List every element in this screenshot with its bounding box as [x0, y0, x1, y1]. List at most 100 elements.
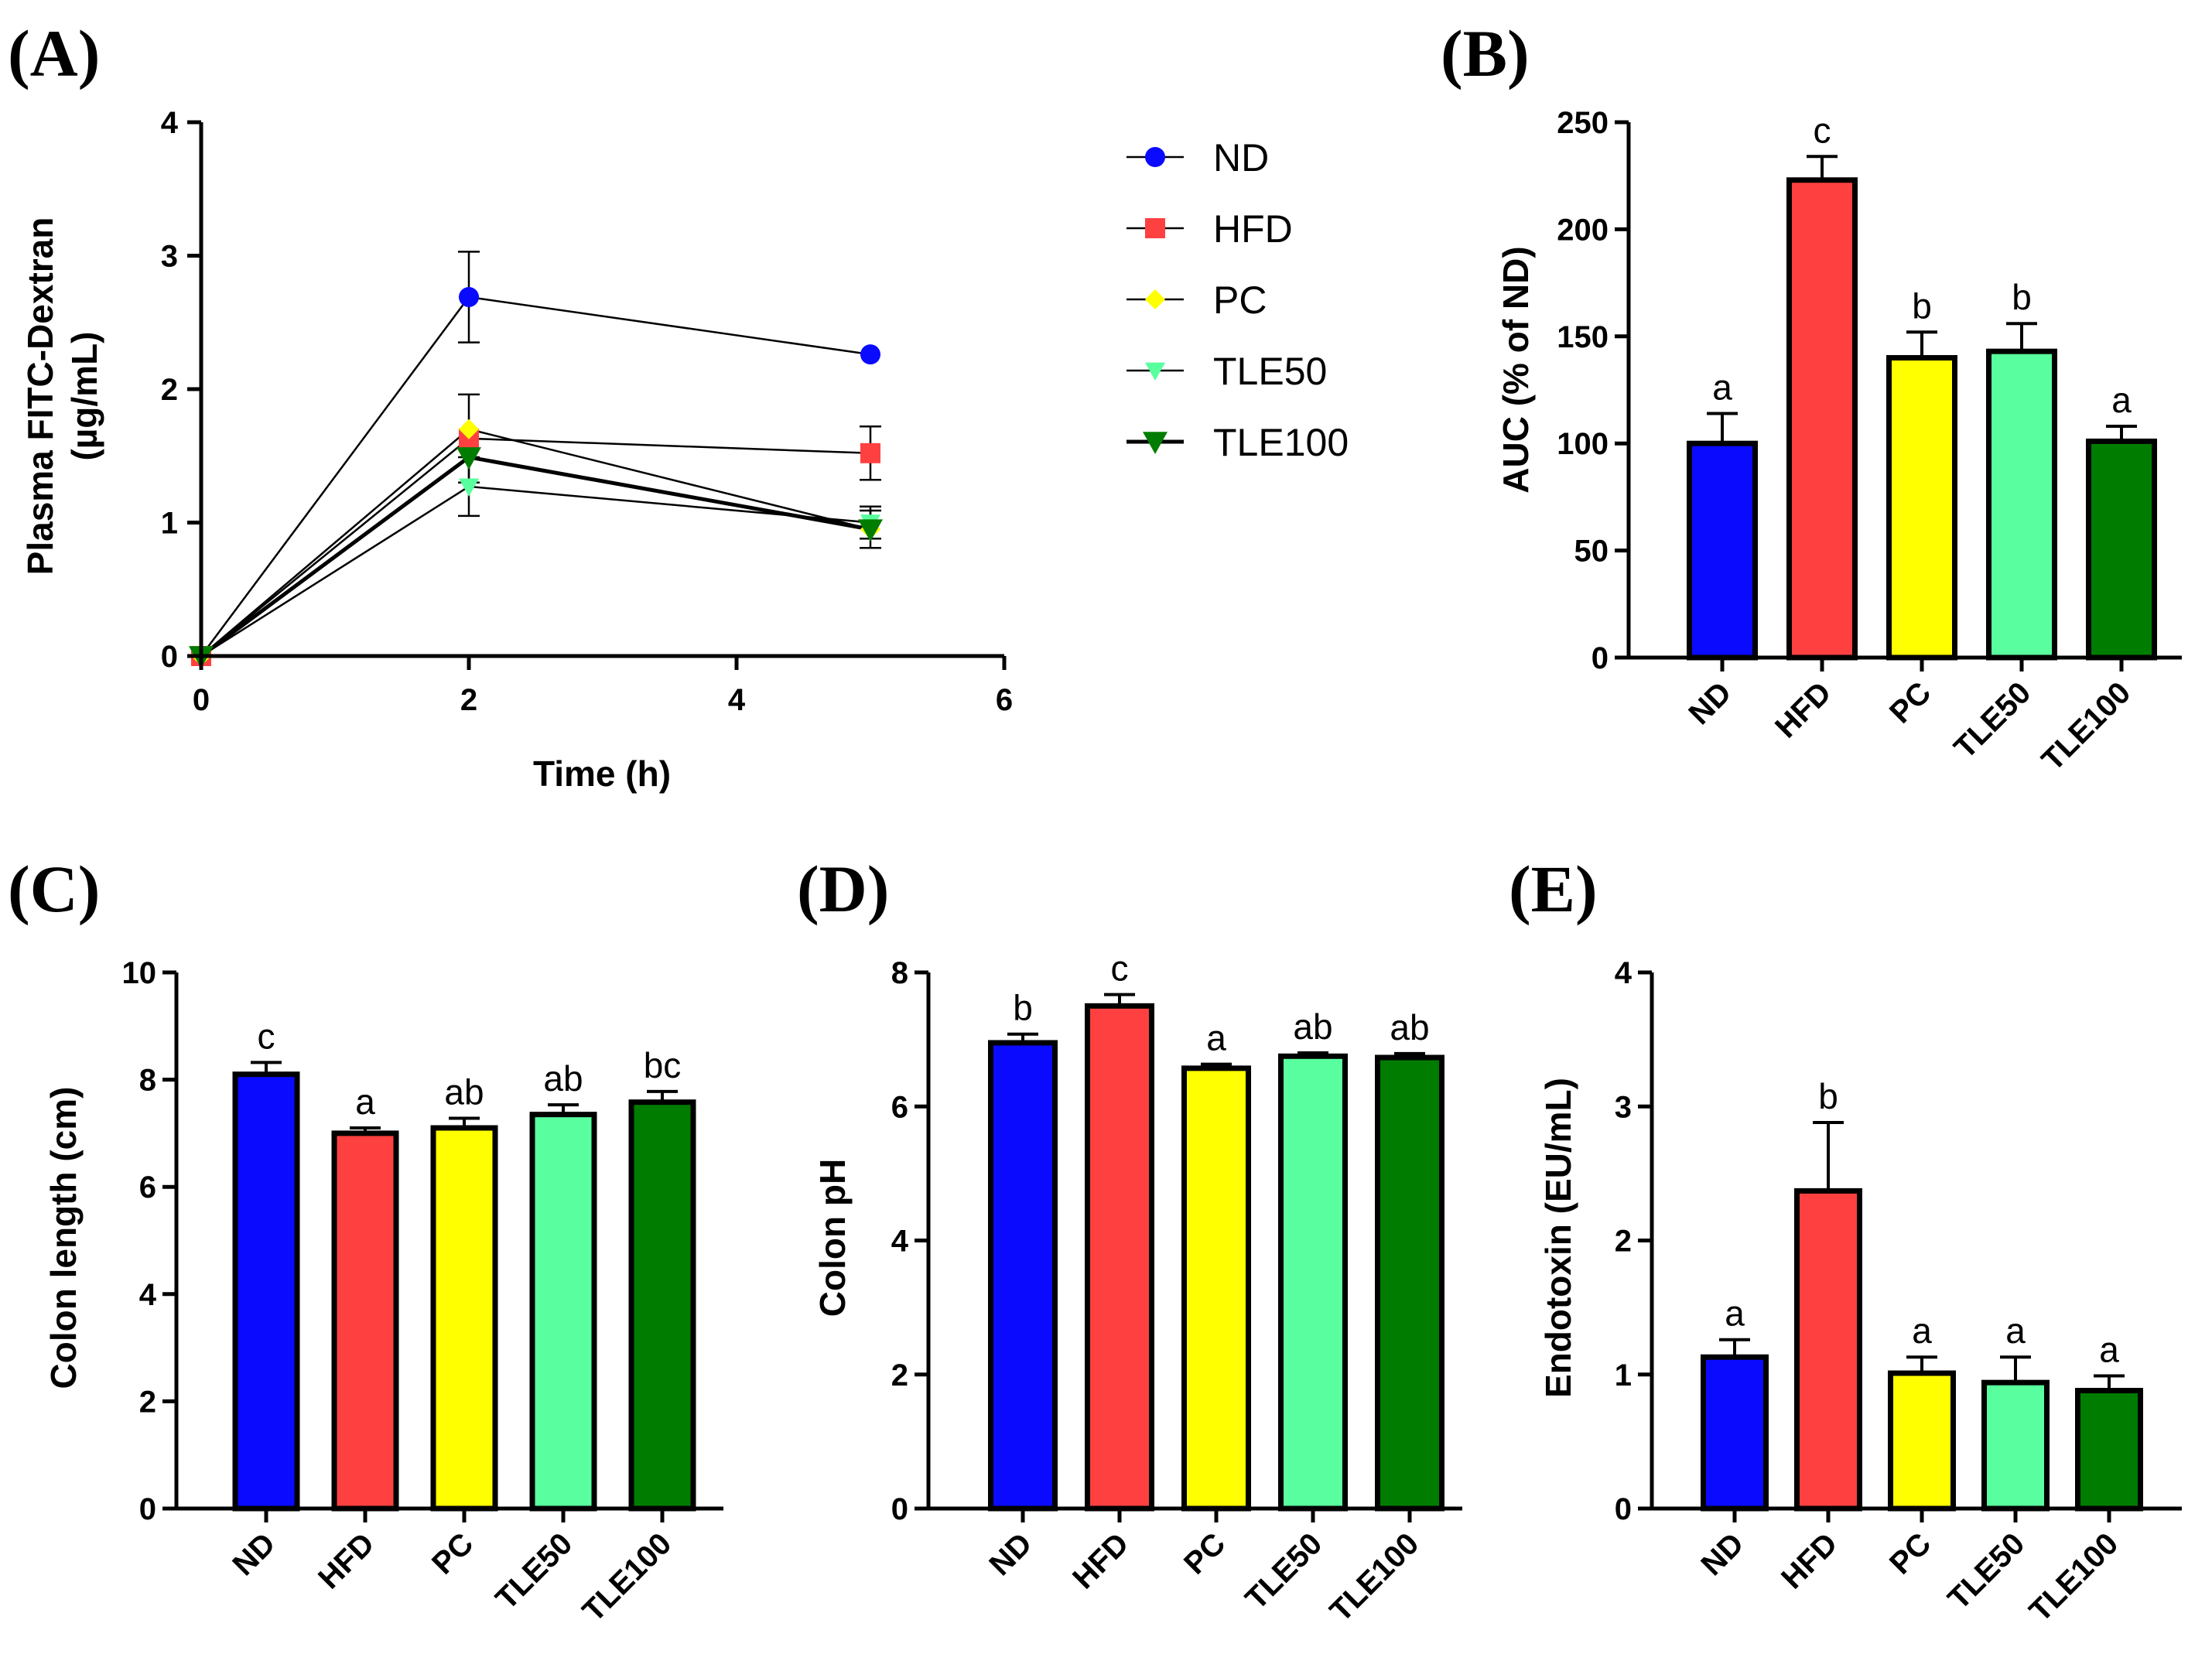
panel-c-xtick-label-pc: PC	[426, 1526, 480, 1580]
panel-d-letter-tle100: ab	[1390, 1007, 1429, 1047]
panel-a-ytick-label-3: 3	[161, 240, 178, 274]
panel-e-letter-nd: a	[1725, 1293, 1745, 1334]
panel-b-bar-hfd	[1786, 177, 1858, 661]
panel-d-bar-nd	[988, 1040, 1058, 1512]
panel-a-point-pc-1	[459, 419, 479, 439]
panel-b-letter-nd: a	[1712, 367, 1732, 407]
panel-a-series-line-tle100	[200, 455, 871, 658]
panel-b-letter-tle100: a	[2111, 380, 2132, 420]
panel-c-ytick-label-4: 4	[139, 1278, 157, 1312]
panel-e-bar-hfd	[1794, 1187, 1862, 1512]
panel-a-xtick-label-2: 2	[460, 683, 477, 717]
panel-label-c: (C)	[8, 852, 100, 926]
panel-e-letter-pc: a	[1912, 1310, 1932, 1351]
panel-b-ytick-label-100: 100	[1557, 427, 1609, 461]
panel-a-xtick-label-4: 4	[728, 683, 746, 717]
panel-a-series-line-pc	[200, 428, 871, 657]
panel-e-ytick-label-4: 4	[1615, 956, 1633, 990]
panel-a-point-nd-2	[860, 344, 880, 365]
panel-d-bar-pc	[1181, 1065, 1251, 1512]
panel-c-ytick-label-0: 0	[139, 1492, 156, 1526]
panel-a-point-hfd-2	[860, 443, 880, 463]
panel-e-bar-tle100	[2075, 1388, 2143, 1512]
panel-c-letter-tle50: ab	[543, 1058, 583, 1099]
panel-b-bar-pc	[1886, 354, 1957, 661]
panel-d-bar-hfd	[1085, 1003, 1154, 1512]
panel-d-xtick-label-tle50: TLE50	[1239, 1526, 1328, 1616]
panel-e-xtick-label-pc: PC	[1883, 1526, 1937, 1580]
panel-d-ytick-label-2: 2	[891, 1358, 908, 1392]
panel-e-xtick-label-nd: ND	[1694, 1526, 1750, 1582]
legend-marker-nd	[1145, 147, 1165, 167]
legend-marker-pc	[1145, 289, 1165, 309]
panel-d-ytick-label-8: 8	[891, 956, 908, 990]
panel-e-ylabel: Endotoxin (EU/mL)	[1538, 1078, 1578, 1398]
panel-b-ytick-label-0: 0	[1591, 641, 1609, 675]
panel-b-bar-tle100	[2086, 438, 2157, 661]
panel-d-ytick-label-0: 0	[891, 1492, 908, 1526]
panel-a-line-chart: Plasma FITC-Dextran (µg/mL) Time (h) 0 1 2…	[20, 106, 1349, 794]
panel-b-letter-tle50: b	[2012, 277, 2032, 317]
panel-d-letter-hfd: c	[1111, 948, 1129, 989]
legend-label-pc: PC	[1213, 278, 1267, 322]
panel-a-point-tle100-1	[456, 447, 481, 470]
panel-a-point-tle100-2	[858, 519, 883, 542]
panel-c-bar-tle100	[628, 1099, 696, 1512]
panel-a-xtick-label-6: 6	[996, 683, 1013, 717]
panel-d-letter-tle50: ab	[1293, 1006, 1332, 1047]
legend-label-nd: ND	[1213, 136, 1269, 179]
panel-c-ytick-label-6: 6	[139, 1170, 156, 1205]
panel-d-xtick-label-nd: ND	[983, 1526, 1038, 1582]
panel-b-xtick-label-hfd: HFD	[1769, 675, 1838, 744]
panel-a-point-nd-1	[459, 286, 479, 307]
panel-b-bar-tle50	[1986, 348, 2057, 661]
panel-e-ytick-label-3: 3	[1615, 1090, 1632, 1124]
panel-b-xtick-label-nd: ND	[1682, 675, 1738, 731]
legend-label-tle100: TLE100	[1213, 421, 1349, 464]
panel-d-bar-tle50	[1278, 1053, 1348, 1512]
panel-e-bar-nd	[1701, 1354, 1769, 1512]
panel-a-series-line-nd	[200, 296, 871, 657]
panel-e-xtick-label-tle50: TLE50	[1941, 1526, 2031, 1616]
panel-b-letter-pc: b	[1912, 285, 1932, 326]
panel-d-letter-nd: b	[1013, 988, 1033, 1028]
panel-a-ytick-label-2: 2	[161, 373, 178, 407]
panel-e-letter-tle50: a	[2005, 1310, 2026, 1351]
panel-d-xtick-label-pc: PC	[1178, 1526, 1232, 1580]
panel-d-bar-chart: Colon pH b ND c HFD a PC ab TLE50 ab TLE100 0 2 4 6 8	[812, 948, 1462, 1628]
panel-d-letter-pc: a	[1206, 1018, 1226, 1058]
panel-c-bar-tle50	[529, 1112, 597, 1512]
panel-b-bar-nd	[1687, 440, 1758, 661]
panel-e-xtick-label-tle100: TLE100	[2023, 1526, 2125, 1628]
panel-c-ylabel: Colon length (cm)	[43, 1087, 84, 1389]
panel-a-point-tle50-1	[459, 478, 479, 497]
panel-b-xtick-label-pc: PC	[1883, 675, 1937, 730]
panel-d-ytick-label-4: 4	[891, 1225, 909, 1259]
panel-label-e: (E)	[1509, 852, 1598, 926]
panel-c-bar-chart: Colon length (cm) c ND a HFD ab PC ab TLE50 bc TL…	[43, 956, 723, 1628]
panel-a-ylabel-line2: (µg/mL)	[64, 331, 104, 460]
panel-label-a: (A)	[8, 16, 100, 91]
panel-e-ytick-label-2: 2	[1615, 1225, 1632, 1259]
panel-c-letter-tle100: bc	[644, 1045, 682, 1085]
panel-d-ylabel: Colon pH	[812, 1159, 853, 1317]
panel-a-xtick-label-0: 0	[193, 683, 210, 717]
panel-e-xtick-label-hfd: HFD	[1775, 1526, 1844, 1595]
panel-e-bar-tle50	[1981, 1379, 2050, 1512]
panel-d-xtick-label-hfd: HFD	[1066, 1526, 1135, 1595]
panel-c-bar-hfd	[331, 1130, 399, 1512]
panel-b-ytick-label-200: 200	[1557, 213, 1609, 247]
panel-a-xlabel: Time (h)	[533, 753, 671, 794]
panel-e-bar-chart: Endotoxin (EU/mL) a ND b HFD a PC a TLE50 a TLE10…	[1538, 956, 2182, 1628]
panel-b-bar-chart: AUC (% of ND) a ND c HFD b PC b TLE50 a TLE100 0 50…	[1496, 106, 2182, 777]
panel-b-xtick-label-tle100: TLE100	[2036, 675, 2138, 777]
panel-c-xtick-label-nd: ND	[226, 1526, 282, 1582]
panel-a-ytick-label-4: 4	[161, 106, 179, 140]
panel-c-letter-hfd: a	[355, 1082, 375, 1122]
panel-a-ytick-label-0: 0	[161, 640, 178, 674]
panel-b-ylabel: AUC (% of ND)	[1496, 246, 1536, 493]
panel-c-letter-nd: c	[258, 1016, 275, 1056]
legend-label-hfd: HFD	[1213, 207, 1293, 251]
panel-e-letter-tle100: a	[2099, 1329, 2119, 1369]
